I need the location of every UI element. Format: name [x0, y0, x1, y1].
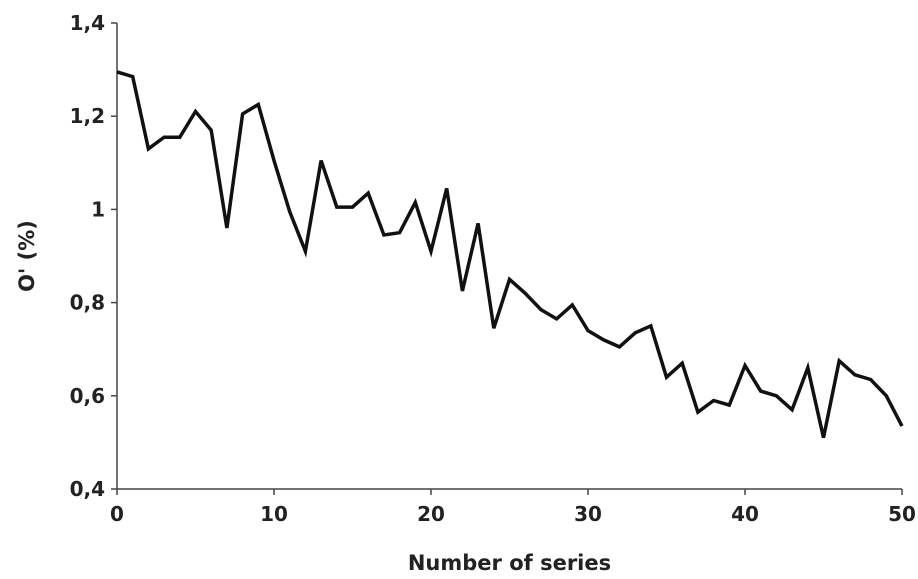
y-tick-label: 0,4 — [70, 477, 105, 501]
y-tick-label: 1,4 — [70, 11, 105, 35]
x-tick-label: 30 — [574, 502, 602, 526]
x-axis-ticks: 0 10 20 30 40 50 — [110, 489, 916, 526]
x-tick-label: 40 — [731, 502, 759, 526]
x-axis-title: Number of series — [408, 551, 611, 575]
y-tick-label: 0,8 — [70, 291, 105, 315]
y-tick-label: 0,6 — [70, 384, 105, 408]
x-tick-label: 10 — [260, 502, 288, 526]
x-tick-label: 50 — [888, 502, 916, 526]
y-axis-ticks: 0,4 0,6 0,8 1 1,2 1,4 — [70, 11, 117, 501]
x-tick-label: 0 — [110, 502, 124, 526]
y-axis-title: O' (%) — [15, 220, 39, 292]
y-tick-label: 1,2 — [70, 104, 105, 128]
x-tick-label: 20 — [417, 502, 445, 526]
y-tick-label: 1 — [91, 197, 105, 221]
series-line — [116, 70, 904, 439]
